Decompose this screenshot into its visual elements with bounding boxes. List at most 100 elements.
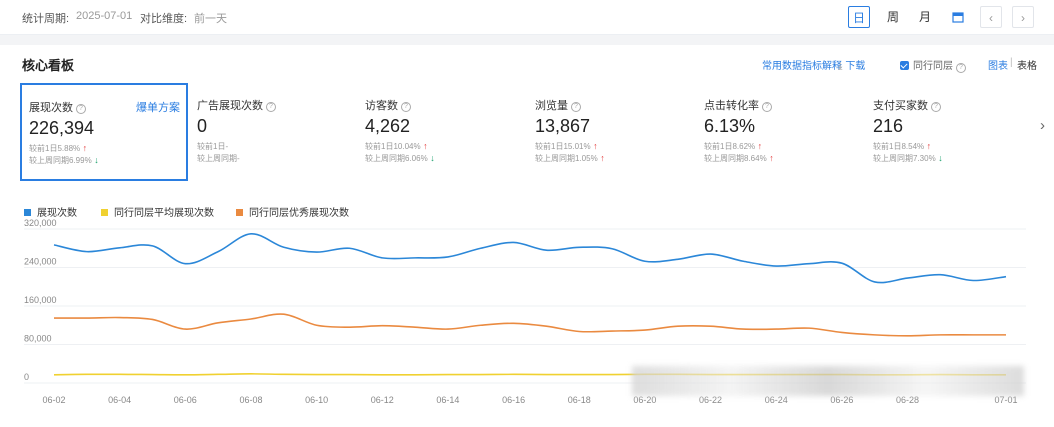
compare-week: 较上周同期7.30% ↓ [873,153,943,163]
view-separator: | [1010,57,1013,68]
help-icon: ? [266,102,276,112]
download-icon: ⤓ [838,61,843,72]
compare-week: 较上周同期6.99% ↓ [29,155,99,165]
arrow-up-icon: ↑ [755,141,763,151]
compare-week: 较上周同期- [197,154,240,163]
period-value[interactable]: 2025-07-01 [76,10,133,22]
compare-week: 较上周同期8.64% ↑ [704,153,774,163]
compare-label: 对比维度: [140,13,188,25]
help-icon: ? [956,63,966,73]
y-tick-label: 80,000 [24,334,52,344]
legend-item-peer-top[interactable]: 同行同层优秀展现次数 [236,204,349,219]
compare-day: 较前1日- [197,142,229,151]
metric-card[interactable]: 访客数? 4,262 较前1日10.04% ↑ 较上周同期6.06% ↓ [358,83,526,181]
y-tick-label: 0 [24,372,29,382]
month-button[interactable]: 月 [918,10,931,24]
compare-day: 较前1日8.54% ↑ [873,141,932,151]
calendar-icon[interactable] [946,6,970,28]
week-button[interactable]: 周 [886,10,899,24]
day-button[interactable]: 日 [848,6,870,28]
arrow-down-icon: ↓ [935,153,943,163]
arrow-up-icon: ↑ [924,141,932,151]
checkbox-checked-icon [900,61,909,70]
x-tick-label: 06-16 [502,395,525,405]
x-tick-label: 06-08 [239,395,262,405]
y-tick-label: 160,000 [24,295,57,305]
series-line-3 [53,313,1006,337]
help-icon: ? [931,102,941,112]
arrow-down-icon: ↓ [427,153,435,163]
next-period-button[interactable]: › [1012,6,1034,28]
boost-plan-link[interactable]: 爆单方案 [136,102,180,114]
legend-swatch [101,209,108,216]
y-tick-label: 320,000 [24,218,57,228]
arrow-up-icon: ↑ [80,143,88,153]
blurred-watermark [632,366,1024,396]
metric-card[interactable]: 广告展现次数? 0 较前1日- 较上周同期- [190,83,358,181]
peer-label: 同行同层 [913,61,953,72]
help-icon: ? [762,102,772,112]
x-tick-label: 06-24 [765,395,788,405]
top-bar: 统计周期: 2025-07-01 对比维度: 前一天 日 周 月 ‹ › [0,0,1054,35]
metric-title: 点击转化率? [704,97,772,113]
x-tick-label: 06-26 [830,395,853,405]
compare-day: 较前1日10.04% ↑ [365,141,428,151]
metric-title: 广告展现次数? [197,97,276,113]
download-button[interactable]: ⤓ 下载 [838,57,865,72]
help-icon: ? [76,104,86,114]
compare-value[interactable]: 前一天 [194,13,227,25]
x-tick-label: 06-18 [568,395,591,405]
x-tick-label: 06-04 [108,395,131,405]
prev-period-button[interactable]: ‹ [980,6,1002,28]
legend-swatch [24,209,31,216]
arrow-up-icon: ↑ [766,153,774,163]
legend-label: 同行同层优秀展现次数 [249,208,349,219]
metric-value: 4,262 [365,116,411,136]
metric-title: 支付买家数? [873,97,941,113]
chevron-right-icon[interactable]: › [1040,117,1045,134]
x-tick-label: 06-28 [896,395,919,405]
metric-card[interactable]: 点击转化率? 6.13% 较前1日8.62% ↑ 较上周同期8.64% ↑ [697,83,865,181]
line-chart: 320,000 240,000 160,000 80,000 0 06-02 06-04 06… [24,218,1026,405]
metric-card[interactable]: 展现次数? 226,394 较前1日5.88% ↑ 较上周同期6.99% ↓ 爆单方案 [20,83,188,181]
metric-value: 6.13% [704,116,756,136]
arrow-up-icon: ↑ [590,141,598,151]
x-tick-label: 07-01 [994,395,1017,405]
arrow-down-icon: ↓ [91,155,99,165]
metric-value: 226,394 [29,118,95,138]
compare-week: 较上周同期6.06% ↓ [365,153,435,163]
metric-help-link[interactable]: 常用数据指标解释 [762,61,842,72]
legend-label: 展现次数 [37,208,77,219]
peer-checkbox[interactable]: 同行同层? [900,57,966,73]
x-tick-label: 06-02 [42,395,65,405]
period-label: 统计周期: [22,13,70,25]
arrow-up-icon: ↑ [597,153,605,163]
arrow-up-icon: ↑ [420,141,428,151]
x-tick-label: 06-14 [436,395,459,405]
metric-value: 0 [197,116,208,136]
compare-day: 较前1日5.88% ↑ [29,143,88,153]
metric-value: 13,867 [535,116,591,136]
legend-item-impressions[interactable]: 展现次数 [24,204,77,219]
y-tick-label: 240,000 [24,257,57,267]
help-icon: ? [571,102,581,112]
compare-day: 较前1日15.01% ↑ [535,141,598,151]
section-divider [0,35,1054,45]
compare-week: 较上周同期1.05% ↑ [535,153,605,163]
metric-title: 展现次数? [29,99,86,115]
x-tick-label: 06-12 [371,395,394,405]
x-tick-label: 06-10 [305,395,328,405]
help-icon: ? [401,102,411,112]
metric-card[interactable]: 支付买家数? 216 较前1日8.54% ↑ 较上周同期7.30% ↓ [866,83,1034,181]
legend-item-peer-avg[interactable]: 同行同层平均展现次数 [101,204,214,219]
series-line-1 [53,233,1007,284]
metric-card[interactable]: 浏览量? 13,867 较前1日15.01% ↑ 较上周同期1.05% ↑ [528,83,696,181]
panel-title: 核心看板 [22,58,75,73]
x-tick-label: 06-20 [633,395,656,405]
legend-label: 同行同层平均展现次数 [114,208,214,219]
metric-title: 浏览量? [535,97,581,113]
view-chart-tab[interactable]: 图表 [988,61,1008,72]
view-table-tab[interactable]: 表格 [1017,61,1037,72]
metric-title: 访客数? [365,97,411,113]
legend-swatch [236,209,243,216]
